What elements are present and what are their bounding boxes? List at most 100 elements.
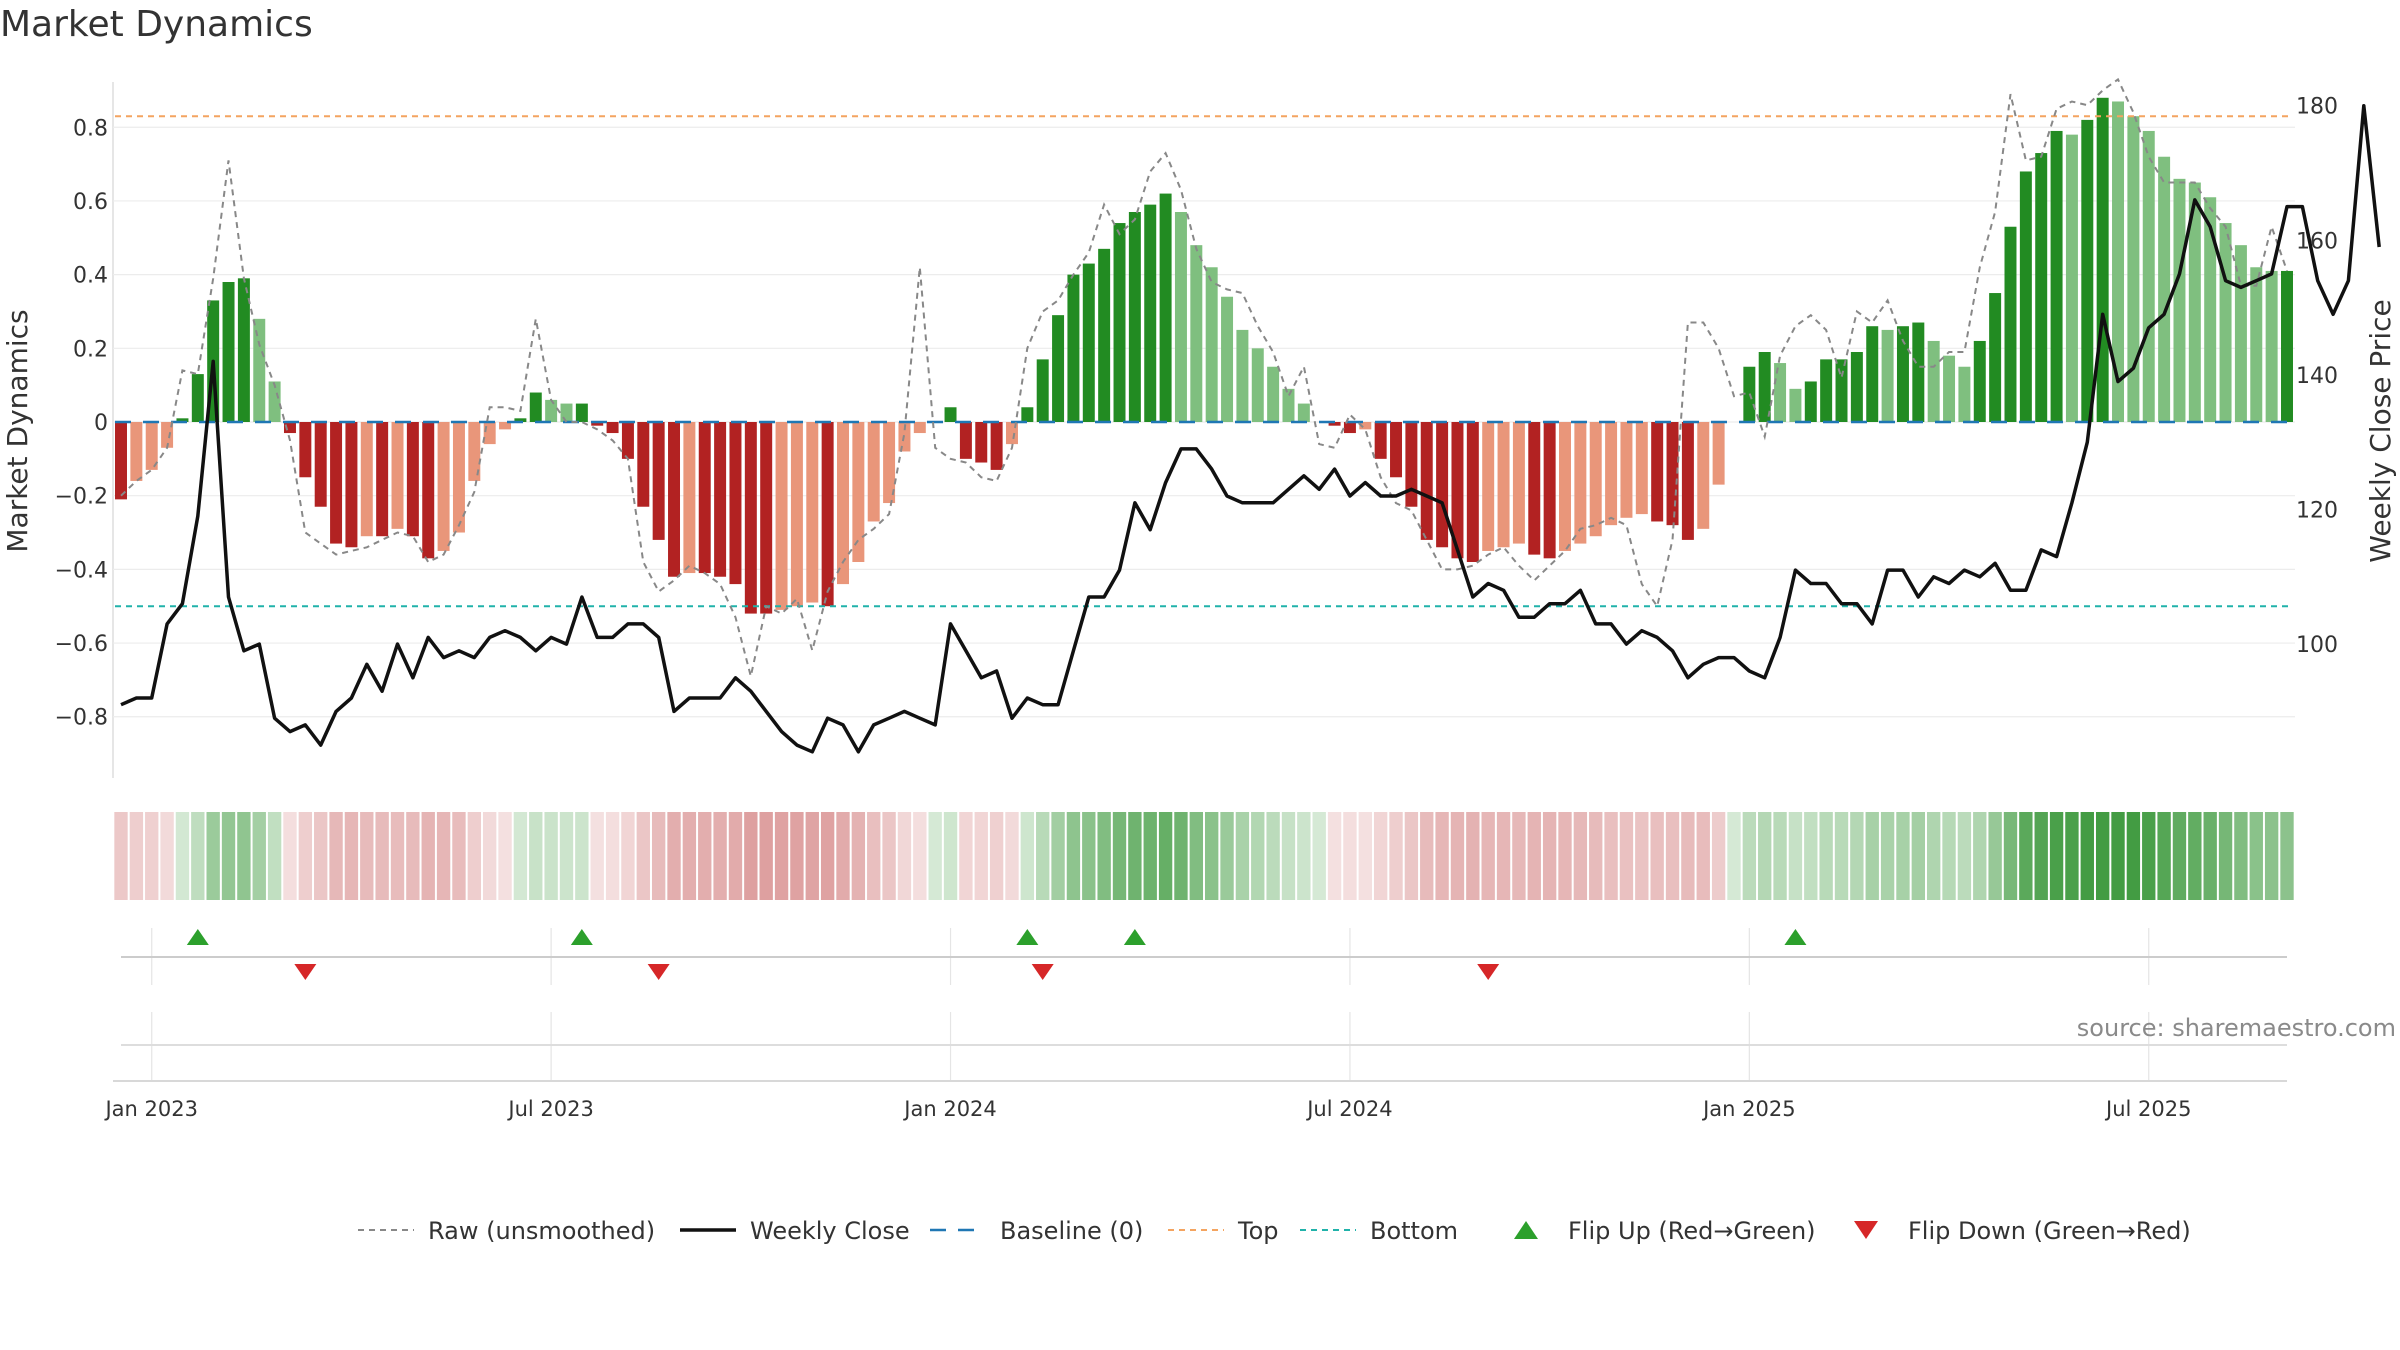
dynamics-bar xyxy=(606,422,619,434)
strip-cell xyxy=(2280,812,2294,900)
strip-cell xyxy=(1542,812,1557,900)
dynamics-bar xyxy=(806,422,819,603)
y2-tick-label: 140 xyxy=(2296,364,2338,389)
strip-cell xyxy=(2249,812,2263,900)
dynamics-bar xyxy=(514,418,527,422)
strip-cell xyxy=(1635,812,1649,900)
flip-down-marker xyxy=(1477,964,1500,980)
dynamics-bar xyxy=(2219,223,2232,422)
chart-title: Market Dynamics xyxy=(0,4,313,45)
dynamics-bar xyxy=(1451,422,1464,559)
dynamics-bar xyxy=(299,422,312,478)
strip-cell xyxy=(1911,812,1925,900)
strip-cell xyxy=(1189,812,1203,900)
dynamics-bar xyxy=(1436,422,1449,548)
strip-cell xyxy=(2157,812,2171,900)
flip-down-marker xyxy=(647,964,670,980)
strip-cell xyxy=(452,812,466,900)
dynamics-bar xyxy=(2142,130,2155,422)
strip-cell xyxy=(1143,812,1157,900)
strip-cell xyxy=(1097,812,1111,900)
strip-cell xyxy=(1266,812,1280,900)
legend-item: Bottom xyxy=(1300,1217,1458,1245)
strip-cell xyxy=(959,812,973,900)
dynamics-bar xyxy=(729,422,742,585)
strip-cell xyxy=(1036,812,1050,900)
dynamics-bar xyxy=(1098,248,1111,422)
y-axis-label: Market Dynamics xyxy=(1,309,34,552)
dynamics-bar xyxy=(591,422,604,426)
strip-cell xyxy=(1389,812,1403,900)
dynamics-bar xyxy=(821,422,834,607)
dynamics-bar xyxy=(1482,422,1495,551)
dynamics-bar xyxy=(790,422,803,607)
dynamics-bar xyxy=(161,422,174,448)
dynamics-bar xyxy=(1190,245,1203,422)
dynamics-bar xyxy=(253,318,266,422)
dynamics-bar xyxy=(145,422,158,470)
dynamics-bar xyxy=(1128,212,1141,422)
y2-tick-label: 180 xyxy=(2296,95,2338,120)
flip-down-marker xyxy=(1031,964,1054,980)
strip-cell xyxy=(851,812,866,900)
dynamics-bar xyxy=(714,422,727,577)
dynamics-bar xyxy=(1574,422,1587,544)
dynamics-bar xyxy=(1896,326,1909,422)
strip-cell xyxy=(283,812,297,900)
dynamics-bar xyxy=(975,422,988,463)
dynamics-bar xyxy=(990,422,1003,470)
strip-cell xyxy=(2049,812,2064,900)
dynamics-bar xyxy=(652,422,665,540)
strip-cell xyxy=(175,812,190,900)
dynamics-bar xyxy=(1835,359,1848,422)
dynamics-bar xyxy=(283,422,296,434)
strip-cell xyxy=(1327,812,1342,900)
strip-cell xyxy=(1251,812,1265,900)
dynamics-bar xyxy=(1390,422,1403,478)
dynamics-bar xyxy=(1251,348,1264,422)
y-tick-label: 0.2 xyxy=(73,337,108,362)
dynamics-bar xyxy=(406,422,419,537)
strip-cell xyxy=(1573,812,1588,900)
strip-cell xyxy=(621,812,635,900)
strip-cell xyxy=(590,812,604,900)
strip-cell xyxy=(836,812,850,900)
strip-cell xyxy=(1711,812,1726,900)
dynamics-bar xyxy=(1466,422,1479,562)
strip-cell xyxy=(1927,812,1941,900)
dynamics-bar xyxy=(837,422,849,585)
dynamics-bar xyxy=(2204,197,2217,422)
strip-cell xyxy=(252,812,266,900)
dynamics-bar xyxy=(2050,130,2063,422)
strip-cell xyxy=(1696,812,1710,900)
strip-cell xyxy=(2065,812,2079,900)
strip-cell xyxy=(544,812,558,900)
weekly-close-line xyxy=(120,103,2381,754)
dynamics-bar xyxy=(1605,422,1618,526)
dynamics-bar xyxy=(1113,223,1126,422)
dynamics-bar xyxy=(1681,422,1694,540)
dynamics-bar xyxy=(115,422,127,500)
strip-cell xyxy=(1481,812,1495,900)
dynamics-bar xyxy=(468,422,481,481)
dynamics-bar xyxy=(1021,407,1034,422)
x-tick-label: Jan 2025 xyxy=(1701,1097,1796,1121)
strip-cell xyxy=(375,812,389,900)
strip-cell xyxy=(2234,812,2248,900)
dynamics-bar xyxy=(1912,322,1925,422)
strip-cell xyxy=(1281,812,1296,900)
dynamics-bar xyxy=(1328,422,1341,426)
dynamics-bar xyxy=(1559,422,1571,551)
strip-cell xyxy=(2095,812,2110,900)
strip-cell xyxy=(1957,812,1972,900)
x-tick-label: Jan 2023 xyxy=(103,1097,198,1121)
strip-cell xyxy=(1727,812,1741,900)
strip-cell xyxy=(1527,812,1541,900)
dynamics-bar xyxy=(391,422,404,529)
flip-up-marker xyxy=(1123,929,1146,945)
strip-cell xyxy=(1496,812,1511,900)
strip-cell xyxy=(989,812,1004,900)
strip-cell xyxy=(1020,812,1035,900)
strip-cell xyxy=(513,812,528,900)
strip-cell xyxy=(406,812,420,900)
